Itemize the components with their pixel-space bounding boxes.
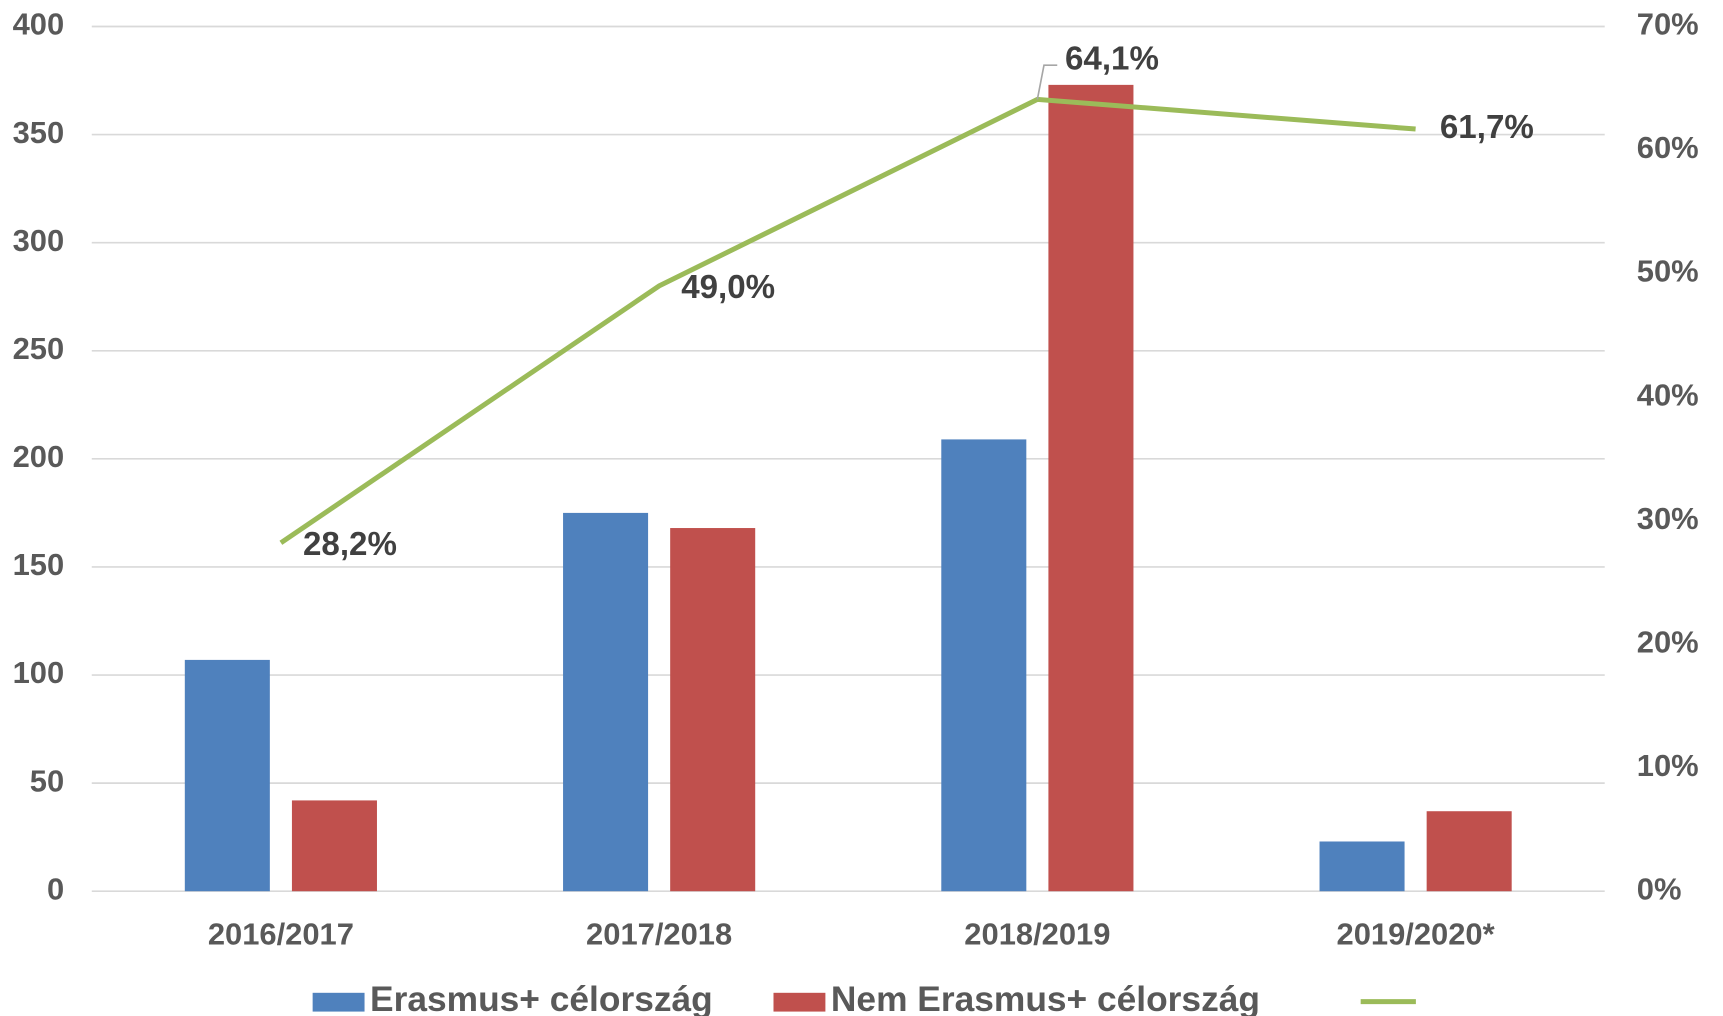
y2-tick-label: 50% xyxy=(1637,254,1699,289)
y-tick-label: 350 xyxy=(13,115,65,150)
data-label: 28,2% xyxy=(303,526,397,563)
y2-tick-label: 60% xyxy=(1637,130,1699,165)
bar xyxy=(1048,84,1134,892)
x-tick-label: 2019/2020* xyxy=(1337,917,1495,952)
bar xyxy=(563,512,649,892)
line xyxy=(279,96,1416,545)
bar xyxy=(941,439,1027,892)
leader-line xyxy=(1036,64,1058,100)
y-tick-label: 200 xyxy=(13,439,65,474)
y2-tick-label: 0% xyxy=(1637,871,1682,906)
bar xyxy=(1426,811,1512,892)
legend-label: Nem Erasmus+ célország xyxy=(831,980,1260,1016)
y2-tick-label: 30% xyxy=(1637,501,1699,536)
legend-label: Erasmus+ célország xyxy=(370,980,713,1016)
data-label: 49,0% xyxy=(681,269,775,306)
x-tick-label: 2017/2018 xyxy=(586,917,732,952)
bar xyxy=(1319,841,1405,892)
y2-tick-label: 70% xyxy=(1637,7,1699,42)
y-tick-label: 300 xyxy=(13,223,65,258)
data-label: 64,1% xyxy=(1065,40,1159,77)
data-label: 61,7% xyxy=(1440,109,1534,146)
bar xyxy=(184,659,270,892)
y-tick-label: 0 xyxy=(47,871,64,906)
y-tick-label: 400 xyxy=(13,7,65,42)
bar xyxy=(291,800,377,892)
x-tick-label: 2018/2019 xyxy=(964,917,1110,952)
y2-tick-label: 10% xyxy=(1637,748,1699,783)
legend-swatch xyxy=(312,992,365,1012)
y-tick-label: 100 xyxy=(13,655,65,690)
legend-swatch xyxy=(773,992,826,1012)
y2-tick-label: 20% xyxy=(1637,624,1699,659)
y-tick-label: 50 xyxy=(30,763,64,798)
y2-tick-label: 40% xyxy=(1637,377,1699,412)
y-tick-label: 250 xyxy=(13,331,65,366)
y-tick-label: 150 xyxy=(13,547,65,582)
bar xyxy=(670,528,756,892)
x-tick-label: 2016/2017 xyxy=(208,917,354,952)
